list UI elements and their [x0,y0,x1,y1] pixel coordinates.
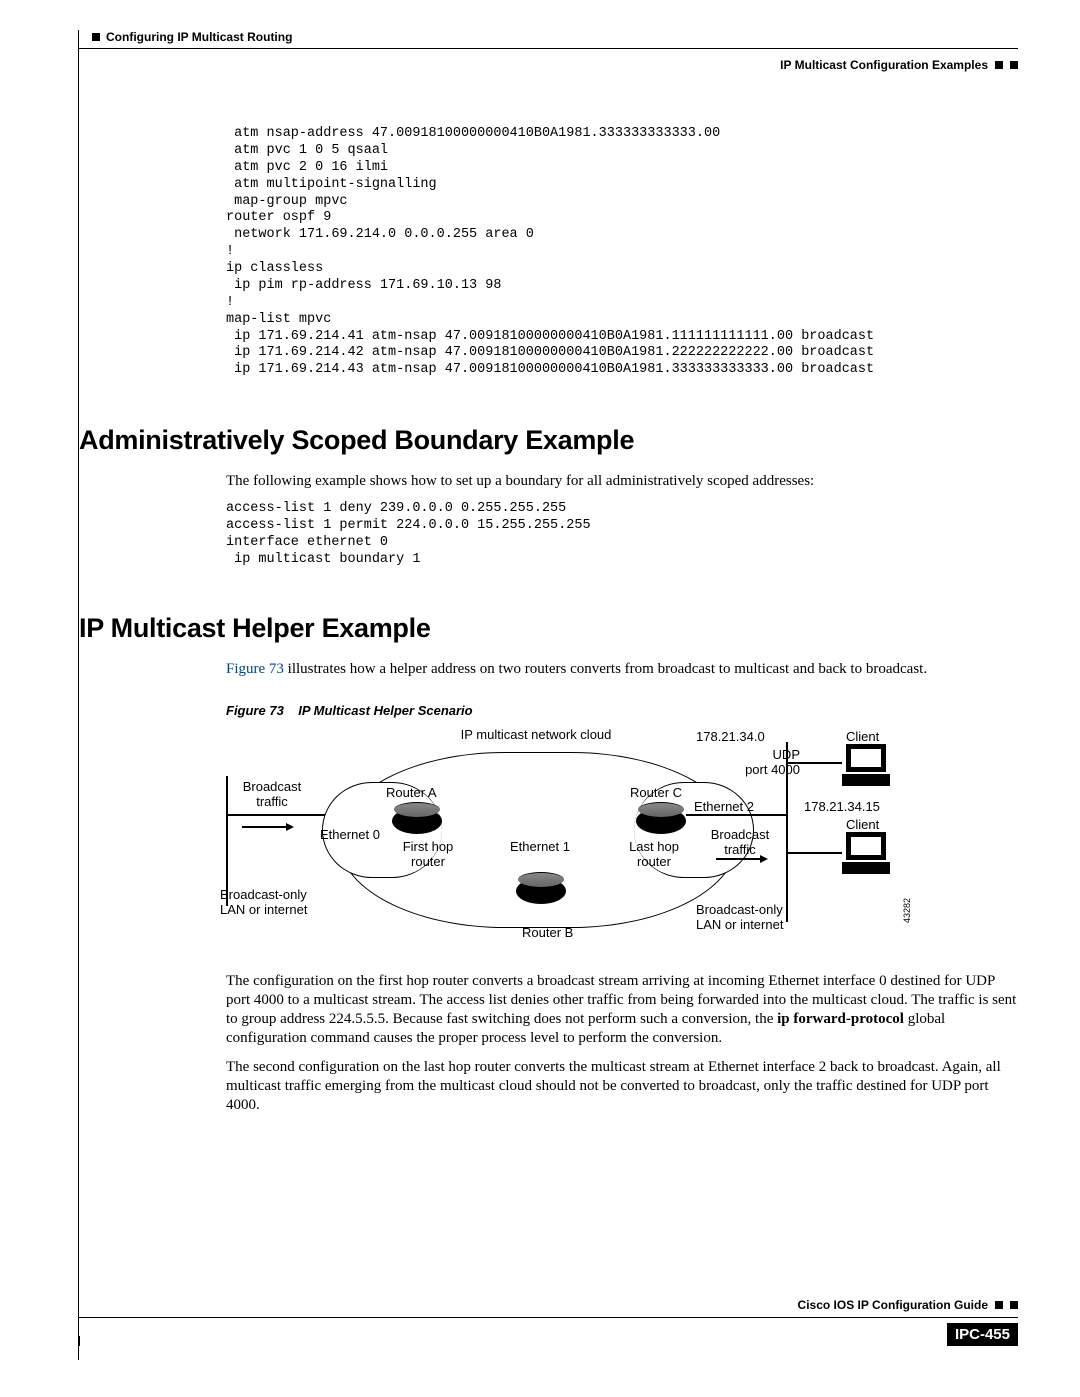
label-client-top: Client [846,730,879,745]
arrow-broadcast-right [716,858,760,860]
label-router-b: Router B [522,926,573,941]
code-block-boundary: access-list 1 deny 239.0.0.0 0.255.255.2… [226,501,1019,569]
label-bc-only-right: Broadcast-only LAN or internet [696,903,826,933]
arrow-broadcast-left [242,826,286,828]
figure-caption: Figure 73 IP Multicast Helper Scenario [226,703,1019,718]
router-a-icon [392,808,442,834]
header-rule [79,48,1018,49]
footer-tick [78,1336,80,1346]
footer-right: Cisco IOS IP Configuration Guide [798,1298,1018,1312]
label-host-ip: 178.21.34.15 [804,800,880,815]
figure-reference-link[interactable]: Figure 73 [226,661,284,677]
header-marker-icon [995,61,1003,69]
footer-marker-icon [995,1301,1003,1309]
router-c-icon [636,808,686,834]
header-left: Configuring IP Multicast Routing [92,30,292,44]
helper-intro-para: Figure 73 illustrates how a helper addre… [226,660,1019,679]
label-eth0: Ethernet 0 [320,828,380,843]
header-marker-icon [1010,61,1018,69]
helper-intro-tail: illustrates how a helper address on two … [284,661,927,677]
client-pc-icon [842,744,890,786]
label-eth2: Ethernet 2 [694,800,754,815]
label-subnet: 178.21.34.0 [696,730,765,745]
header-right: IP Multicast Configuration Examples [780,58,1018,72]
label-cloud: IP multicast network cloud [426,728,646,743]
label-broadcast-traffic-right: Broadcast traffic [700,828,780,858]
label-last-hop: Last hop router [614,840,694,870]
figure-diagram: IP multicast network cloud Broadcast tra… [226,728,926,958]
page-frame: Configuring IP Multicast Routing IP Mult… [78,30,1018,1360]
label-client-bottom: Client [846,818,879,833]
figure-caption-label: Figure 73 [226,703,284,718]
boundary-intro-para: The following example shows how to set u… [226,472,1019,491]
footer-guide-text: Cisco IOS IP Configuration Guide [798,1298,988,1312]
router-b-icon [516,878,566,904]
page-number: IPC-455 [947,1323,1018,1346]
body-para-2: The second configuration on the last hop… [226,1058,1019,1115]
label-eth1: Ethernet 1 [510,840,570,855]
label-udp-port: UDP port 4000 [730,748,800,778]
footer-rule [79,1317,1018,1318]
label-broadcast-traffic-left: Broadcast traffic [232,780,312,810]
section-heading-boundary: Administratively Scoped Boundary Example [79,425,1019,456]
label-bc-only-left: Broadcast-only LAN or internet [220,888,340,918]
label-router-c: Router C [630,786,682,801]
label-first-hop: First hop router [388,840,468,870]
footer-marker-icon [1010,1301,1018,1309]
content-region: atm nsap-address 47.00918100000000410B0A… [79,126,1019,1125]
command-name: ip forward-protocol [777,1011,904,1027]
header-right-text: IP Multicast Configuration Examples [780,58,988,72]
header-marker-icon [92,33,100,41]
body-para-1: The configuration on the first hop route… [226,972,1019,1048]
client-pc-icon [842,832,890,874]
pc-link-bottom [786,852,842,854]
code-block-atm: atm nsap-address 47.00918100000000410B0A… [226,126,1019,379]
figure-caption-title: IP Multicast Helper Scenario [298,703,472,718]
section-heading-helper: IP Multicast Helper Example [79,613,1019,644]
header-left-text: Configuring IP Multicast Routing [106,30,292,44]
figure-id-number: 43282 [902,898,912,923]
label-router-a: Router A [386,786,437,801]
